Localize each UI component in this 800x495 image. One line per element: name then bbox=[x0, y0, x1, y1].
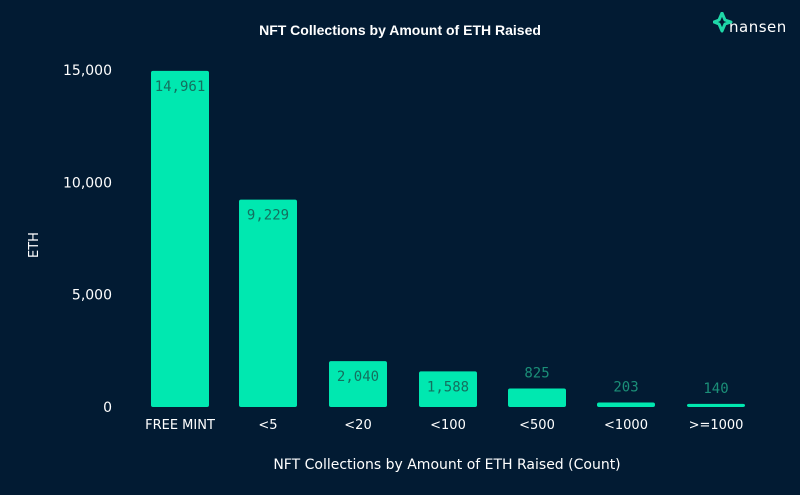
x-tick-label: >=1000 bbox=[689, 418, 744, 433]
data-label: 825 bbox=[524, 365, 549, 381]
bar bbox=[597, 402, 655, 407]
x-tick-label: <20 bbox=[344, 418, 371, 433]
bar bbox=[329, 361, 387, 407]
x-axis-title: NFT Collections by Amount of ETH Raised … bbox=[273, 457, 620, 473]
y-tick-label: 5,000 bbox=[72, 288, 112, 304]
y-tick-label: 15,000 bbox=[63, 63, 112, 79]
logo-text: nansen bbox=[729, 18, 787, 36]
x-tick-label: <100 bbox=[430, 418, 466, 433]
data-label: 1,588 bbox=[427, 379, 469, 395]
nansen-logo-icon bbox=[713, 12, 733, 33]
data-label: 2,040 bbox=[337, 369, 379, 385]
y-tick-label: 10,000 bbox=[63, 175, 112, 191]
x-tick-label: <500 bbox=[519, 418, 555, 433]
y-tick-label: 0 bbox=[103, 400, 112, 416]
x-tick-label: <1000 bbox=[604, 418, 648, 433]
y-axis-title: ETH bbox=[27, 232, 42, 258]
nansen-logo: nansen bbox=[713, 12, 793, 40]
bar bbox=[508, 388, 566, 407]
data-label: 9,229 bbox=[247, 208, 289, 224]
x-tick-label: <5 bbox=[258, 418, 277, 433]
bar bbox=[239, 199, 297, 407]
bar bbox=[151, 70, 209, 408]
chart-title: NFT Collections by Amount of ETH Raised bbox=[259, 22, 541, 38]
data-label: 203 bbox=[613, 379, 638, 395]
data-label: 14,961 bbox=[155, 79, 206, 95]
bar bbox=[419, 371, 477, 407]
bar bbox=[687, 403, 745, 407]
data-label: 140 bbox=[703, 381, 728, 397]
x-tick-label: FREE MINT bbox=[145, 418, 215, 433]
